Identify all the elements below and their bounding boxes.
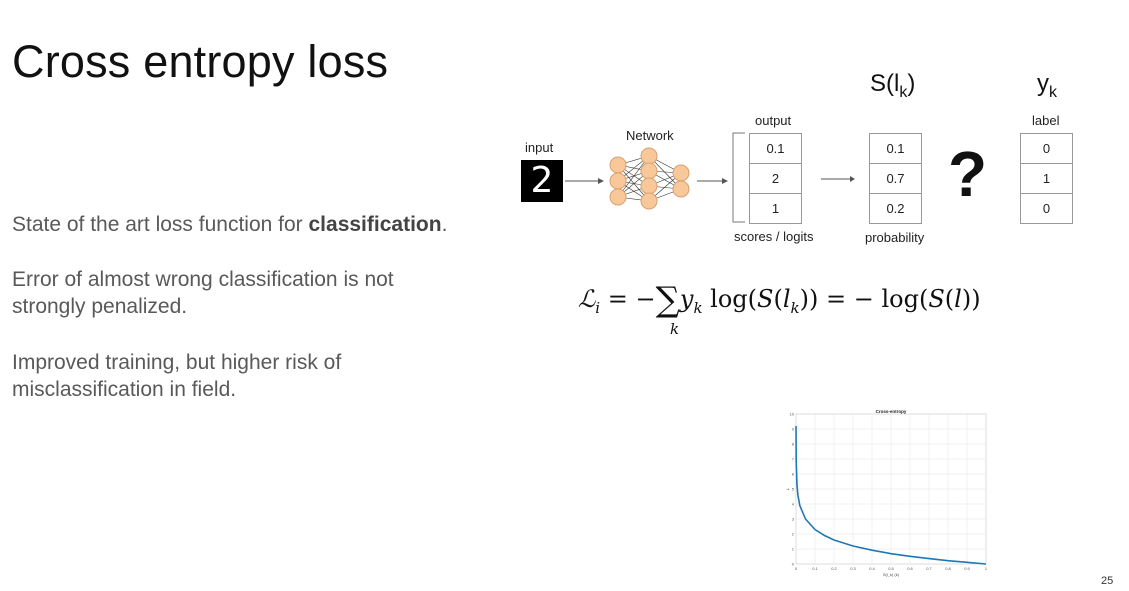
x-tick-label: 0.5 [888,566,894,571]
page-number: 25 [1101,575,1114,587]
p1-text: State of the art loss function for [12,213,309,236]
x-axis-label: S(l_k) (k) [883,572,900,577]
network-graph [565,147,728,210]
probability-cell: 0.2 [886,201,905,216]
label-cell: 1 [1021,164,1072,194]
series-line [795,425,987,565]
output-cell: 2 [750,164,801,194]
y-tick-label: 10 [790,412,795,417]
y-tick-label: 7 [792,457,795,462]
label-column: 0 1 0 [1020,133,1073,224]
label-cell: 0 [1021,134,1072,164]
x-tick-label: 0.2 [831,566,837,571]
y-tick-label: 2 [792,532,795,537]
output-column: 0.1 2 1 [749,133,802,224]
x-tick-label: 0.7 [926,566,932,571]
y-tick-label: 9 [792,427,795,432]
output-label: output [755,113,792,128]
input-label: input [525,140,554,155]
x-tick-label: 0.1 [812,566,818,571]
paragraph-training: Improved training, but higher risk of mi… [12,351,342,401]
paragraph-error: Error of almost wrong classification is … [12,268,394,318]
label-cell: 0 [1042,201,1051,216]
y-tick-label: 0 [792,562,795,567]
y-tick-label: 1 [792,547,795,552]
label-caption: label [1032,113,1060,128]
cross-entropy-chart: 0 0.1 0.2 0.3 0.4 0.5 0.6 0.7 0.8 0.9 101234567891… [786,409,988,577]
question-mark: ? [948,138,988,210]
x-tick-label: 0 [795,566,798,571]
p1-after: . [441,213,448,236]
probability-label: probability [865,230,925,245]
y-tick-label: 3 [792,517,795,522]
output-bracket [732,132,745,223]
x-tick-label: 1 [985,566,988,571]
probability-cell: 0.7 [870,164,921,194]
chart-title: Cross-entropy [876,409,907,414]
label-header: yk [1037,70,1057,101]
softmax-arrow [821,176,855,182]
y-tick-label: 4 [792,502,795,507]
x-tick-label: 0.8 [945,566,951,571]
scores-logits-label: scores / logits [734,229,814,244]
y-tick-label: 5 [792,487,795,492]
x-tick-label: 0.9 [964,566,970,571]
paragraph-classification: State of the art loss function for class… [12,211,512,238]
cross-entropy-formula: ℒi = −∑yk log(S(lk)) = − log(S(l)) k [578,280,981,338]
output-cell: 0.1 [750,134,801,164]
y-tick-label: 6 [792,472,795,477]
x-tick-label: 0.6 [907,566,913,571]
y-axis-label: L [786,487,790,490]
softmax-header: S(lk) [870,70,916,101]
p1-bold: classification [308,213,442,236]
x-tick-label: 0.4 [869,566,875,571]
y-tick-label: 8 [792,442,795,447]
slide-title: Cross entropy loss [12,36,389,87]
network-label: Network [626,128,674,143]
mnist-digit-image: 2 [521,160,563,202]
probability-cell: 0.1 [870,134,921,164]
probability-column: 0.1 0.7 0.2 [869,133,922,224]
x-tick-label: 0.3 [850,566,856,571]
output-cell: 1 [771,201,780,216]
